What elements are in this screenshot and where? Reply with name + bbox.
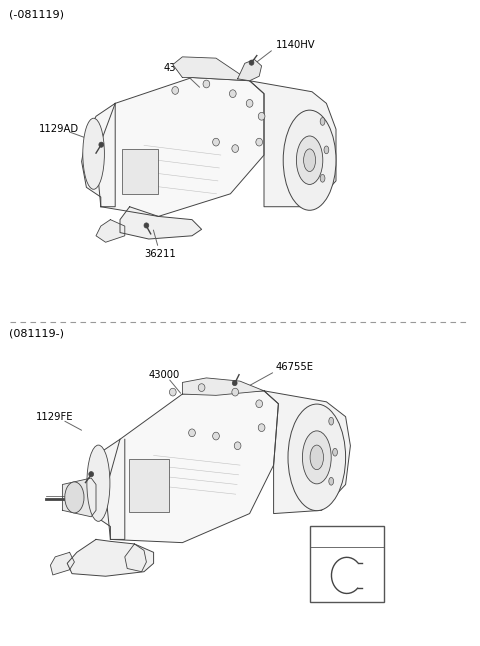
Ellipse shape [65, 482, 84, 513]
Ellipse shape [288, 404, 346, 510]
Polygon shape [106, 391, 278, 543]
FancyBboxPatch shape [122, 149, 158, 194]
Text: 43000: 43000 [149, 370, 180, 380]
Ellipse shape [324, 146, 329, 154]
Ellipse shape [83, 118, 105, 189]
Polygon shape [62, 478, 96, 517]
Text: 91931D: 91931D [328, 532, 366, 541]
Text: 1140HV: 1140HV [276, 40, 316, 50]
Ellipse shape [172, 87, 179, 94]
Ellipse shape [302, 431, 331, 484]
Ellipse shape [256, 400, 263, 408]
Ellipse shape [246, 99, 253, 107]
Ellipse shape [89, 472, 94, 477]
Ellipse shape [304, 149, 316, 171]
Polygon shape [67, 539, 154, 576]
Polygon shape [238, 59, 262, 81]
Polygon shape [250, 81, 336, 207]
Ellipse shape [329, 417, 334, 425]
Ellipse shape [213, 138, 219, 146]
Polygon shape [264, 391, 350, 514]
Text: 1129FE: 1129FE [36, 412, 73, 422]
FancyBboxPatch shape [310, 526, 384, 602]
Polygon shape [96, 78, 264, 216]
Ellipse shape [310, 445, 324, 470]
Ellipse shape [234, 442, 241, 450]
Ellipse shape [213, 432, 219, 440]
Ellipse shape [203, 80, 210, 88]
Text: (081119-): (081119-) [9, 328, 64, 338]
Text: (-081119): (-081119) [9, 10, 64, 19]
Polygon shape [182, 378, 264, 395]
Polygon shape [173, 57, 250, 81]
Ellipse shape [232, 145, 239, 152]
Ellipse shape [297, 136, 323, 185]
Ellipse shape [283, 110, 336, 211]
Ellipse shape [229, 90, 236, 98]
Ellipse shape [258, 112, 265, 120]
Polygon shape [50, 552, 74, 575]
Ellipse shape [320, 174, 325, 182]
Ellipse shape [232, 388, 239, 396]
Polygon shape [125, 544, 146, 572]
Text: 36211: 36211 [144, 249, 176, 259]
Text: 43000: 43000 [163, 63, 194, 73]
Polygon shape [82, 103, 115, 207]
Ellipse shape [333, 448, 337, 456]
Ellipse shape [320, 118, 325, 125]
Text: 46755E: 46755E [276, 362, 314, 372]
Ellipse shape [249, 60, 254, 65]
Polygon shape [86, 439, 125, 539]
Ellipse shape [189, 429, 195, 437]
FancyBboxPatch shape [129, 459, 169, 512]
Ellipse shape [87, 445, 110, 521]
Ellipse shape [232, 380, 237, 386]
Ellipse shape [256, 138, 263, 146]
Ellipse shape [144, 223, 149, 228]
Ellipse shape [258, 424, 265, 432]
Text: 1129AD: 1129AD [38, 124, 79, 134]
Ellipse shape [169, 388, 176, 396]
Ellipse shape [329, 477, 334, 485]
Ellipse shape [99, 142, 104, 147]
Ellipse shape [198, 384, 205, 391]
Polygon shape [96, 220, 125, 242]
Polygon shape [120, 207, 202, 239]
